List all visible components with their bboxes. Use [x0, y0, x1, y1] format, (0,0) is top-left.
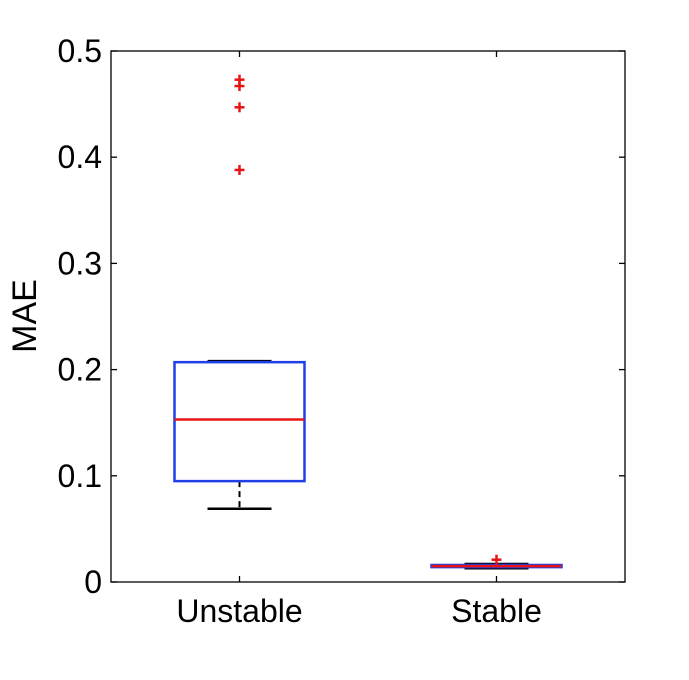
box-series: [173, 74, 563, 570]
iqr-box: [173, 360, 306, 483]
y-axis: 0 0.1 0.2 0.3 0.4 0.5: [58, 33, 625, 600]
outlier-marker: [491, 554, 502, 565]
y-tick-label: 0.1: [58, 458, 102, 494]
outlier-marker: [234, 164, 245, 175]
box-group: [173, 74, 306, 510]
outlier-marker: [234, 102, 245, 113]
y-axis-label: MAE: [6, 279, 44, 353]
y-tick-label: 0: [84, 564, 102, 600]
x-tick-label: Stable: [451, 593, 542, 629]
y-tick-label: 0.2: [58, 352, 102, 388]
y-tick-label: 0.4: [58, 139, 102, 175]
x-axis: Unstable Stable: [176, 51, 542, 629]
plot-area: [110, 50, 626, 583]
box-group: [430, 554, 563, 570]
y-tick-label: 0.5: [58, 33, 102, 69]
y-tick-label: 0.3: [58, 245, 102, 281]
x-tick-label: Unstable: [176, 593, 302, 629]
outlier-marker: [234, 74, 245, 85]
